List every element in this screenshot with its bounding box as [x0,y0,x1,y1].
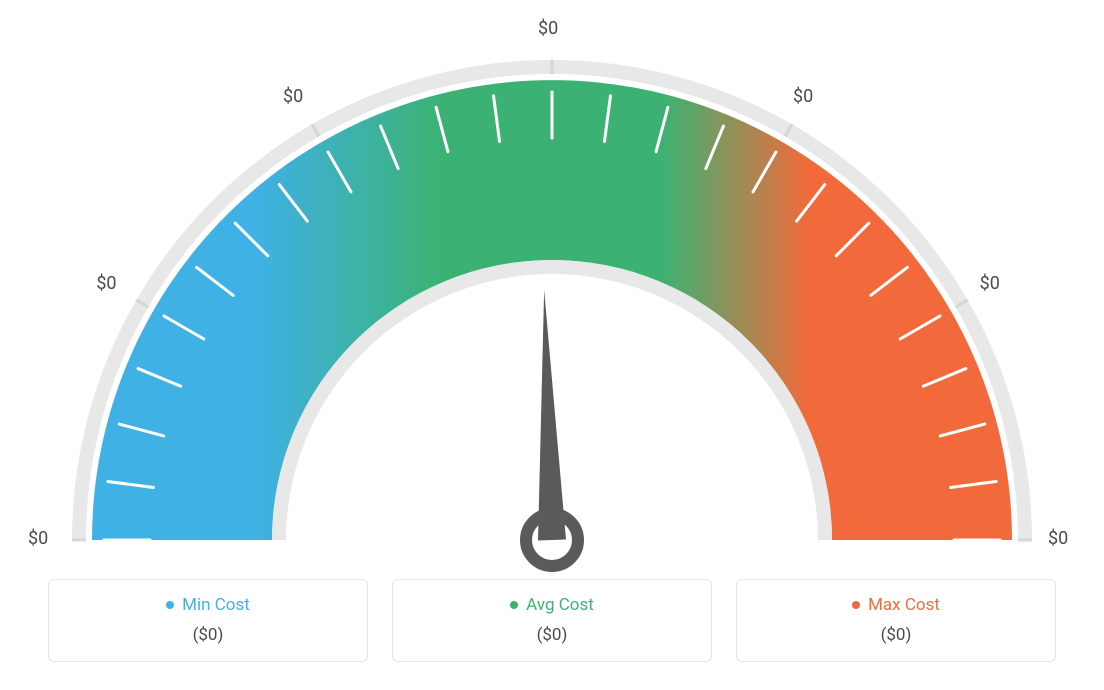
legend-card-min: Min Cost ($0) [48,579,368,662]
legend-value-max: ($0) [737,625,1055,645]
legend-value-avg: ($0) [393,625,711,645]
legend-label-avg: Avg Cost [526,595,594,615]
gauge-tick-label: $0 [1048,528,1068,549]
gauge-chart: $0$0$0$0$0$0$0 [42,30,1062,570]
legend-card-avg: Avg Cost ($0) [392,579,712,662]
legend-card-max: Max Cost ($0) [736,579,1056,662]
gauge-tick-label: $0 [793,86,813,107]
legend-dot-avg [510,601,518,609]
legend-dot-max [852,601,860,609]
legend-label-max: Max Cost [868,595,940,615]
gauge-tick-label: $0 [28,528,48,549]
gauge-tick-label: $0 [96,273,116,294]
legend-label-min: Min Cost [182,595,250,615]
gauge-tick-label: $0 [283,86,303,107]
legend-dot-min [166,601,174,609]
gauge-tick-label: $0 [538,18,558,39]
legend-title-min: Min Cost [166,595,250,615]
legend-title-max: Max Cost [852,595,940,615]
gauge-svg [42,30,1062,590]
gauge-tick-label: $0 [980,273,1000,294]
legend-value-min: ($0) [49,625,367,645]
legend-row: Min Cost ($0) Avg Cost ($0) Max Cost ($0… [48,579,1056,662]
legend-title-avg: Avg Cost [510,595,594,615]
